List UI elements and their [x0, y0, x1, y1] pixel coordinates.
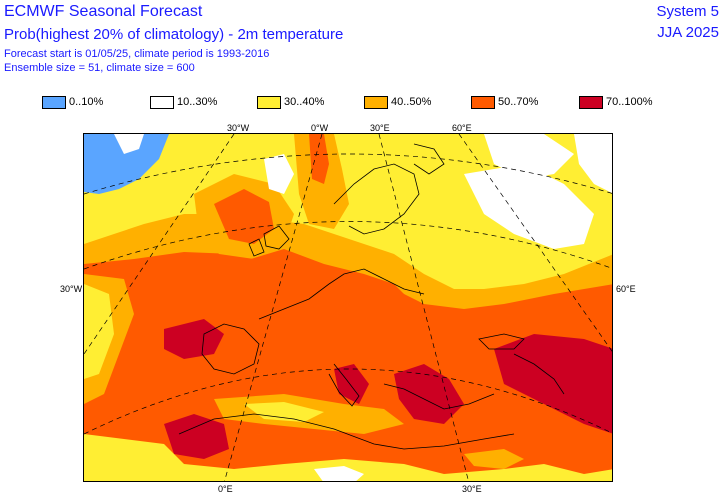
legend-swatch — [150, 95, 174, 109]
legend-label: 40..50% — [391, 96, 432, 108]
legend-label: 30..40% — [284, 96, 325, 108]
ensemble-info: Ensemble size = 51, climate size = 600 — [4, 62, 195, 74]
region-30-40-mediterranean — [244, 402, 324, 422]
graticule-parallel-60n — [84, 221, 612, 270]
legend-swatch — [257, 95, 281, 109]
coord-label-top-30e: 30°E — [370, 123, 390, 133]
coastline-north-africa — [178, 413, 515, 450]
graticule-parallel-70n — [84, 153, 612, 195]
graticule-parallel-40n — [84, 368, 612, 435]
legend-item-50-70: 50..70% — [471, 95, 538, 109]
region-10-30-russia — [464, 164, 594, 249]
region-30-40-sahara — [84, 434, 612, 481]
region-50-70-norway-sea — [309, 134, 329, 184]
coastline-europe-north — [258, 268, 425, 320]
region-0-10-greenland — [84, 134, 169, 194]
region-10-30-iceland — [264, 154, 294, 194]
coastline-britain — [263, 225, 290, 250]
region-40-50-egypt — [464, 449, 524, 469]
region-10-30-sahara — [314, 466, 364, 481]
legend-swatch — [364, 95, 388, 109]
legend-item-30-40: 30..40% — [257, 95, 324, 109]
graticule-meridian-0 — [224, 134, 323, 481]
legend-swatch — [471, 95, 495, 109]
legend-swatch — [42, 95, 66, 109]
forecast-map — [83, 133, 613, 482]
region-70-100-balkans — [394, 364, 464, 424]
map-svg — [84, 134, 612, 481]
map-subtitle: Prob(highest 20% of climatology) - 2m te… — [4, 26, 344, 43]
region-50-70-atlantic — [214, 189, 274, 244]
coastline-caspian — [513, 353, 565, 395]
region-70-100-n-africa — [164, 414, 229, 459]
region-10-30-nw-siberia — [574, 134, 612, 193]
graticule — [84, 134, 612, 481]
season-label: JJA 2025 — [657, 24, 719, 41]
legend-label: 0..10% — [69, 96, 104, 108]
coord-label-top-0: 0°W — [311, 123, 329, 133]
map-title: ECMWF Seasonal Forecast — [4, 3, 203, 20]
coastlines — [178, 143, 565, 450]
coastline-italy — [328, 363, 360, 407]
coastline-black-sea — [478, 333, 525, 350]
system-label: System 5 — [656, 3, 719, 20]
legend-item-70-100: 70..100% — [579, 95, 652, 109]
forecast-info: Forecast start is 01/05/25, climate peri… — [4, 48, 270, 60]
coastline-ireland — [248, 238, 265, 257]
legend-item-0-10: 0..10% — [42, 95, 103, 109]
region-50-70-central-europe — [234, 249, 414, 329]
region-70-100-iberia — [164, 319, 224, 359]
legend-swatch — [579, 95, 603, 109]
region-70-100-italy — [334, 364, 369, 404]
coord-label-right-60e: 60°E — [616, 284, 636, 294]
coord-label-bottom-30e: 30°E — [462, 484, 482, 494]
coord-label-left-30w: 30°W — [60, 284, 83, 294]
legend-label: 70..100% — [606, 96, 653, 108]
legend-label: 10..30% — [177, 96, 218, 108]
legend-item-40-50: 40..50% — [364, 95, 431, 109]
coastline-iberia — [201, 323, 260, 375]
coastline-balkans-turkey — [383, 383, 495, 410]
coastline-scandinavia — [333, 163, 420, 235]
legend-item-10-30: 10..30% — [150, 95, 217, 109]
graticule-meridian-30e — [378, 134, 469, 481]
coord-label-top-30w: 30°W — [227, 123, 250, 133]
coord-label-bottom-0: 0°E — [218, 484, 233, 494]
legend-label: 50..70% — [498, 96, 539, 108]
coord-label-top-60e: 60°E — [452, 123, 472, 133]
coastline-kola — [413, 143, 445, 175]
region-30-40-atlantic-west — [84, 284, 114, 379]
region-10-30-greenland — [114, 134, 144, 154]
